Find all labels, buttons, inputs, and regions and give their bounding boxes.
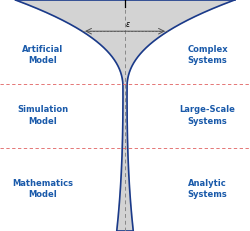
- Text: Artificial
Model: Artificial Model: [22, 45, 63, 66]
- Text: Analytic
Systems: Analytic Systems: [188, 179, 228, 200]
- Text: Simulation
Model: Simulation Model: [17, 105, 68, 126]
- Text: Large-Scale
Systems: Large-Scale Systems: [180, 105, 236, 126]
- Text: Complex
Systems: Complex Systems: [187, 45, 228, 66]
- Text: Mathematics
Model: Mathematics Model: [12, 179, 73, 200]
- Text: ε: ε: [126, 20, 130, 29]
